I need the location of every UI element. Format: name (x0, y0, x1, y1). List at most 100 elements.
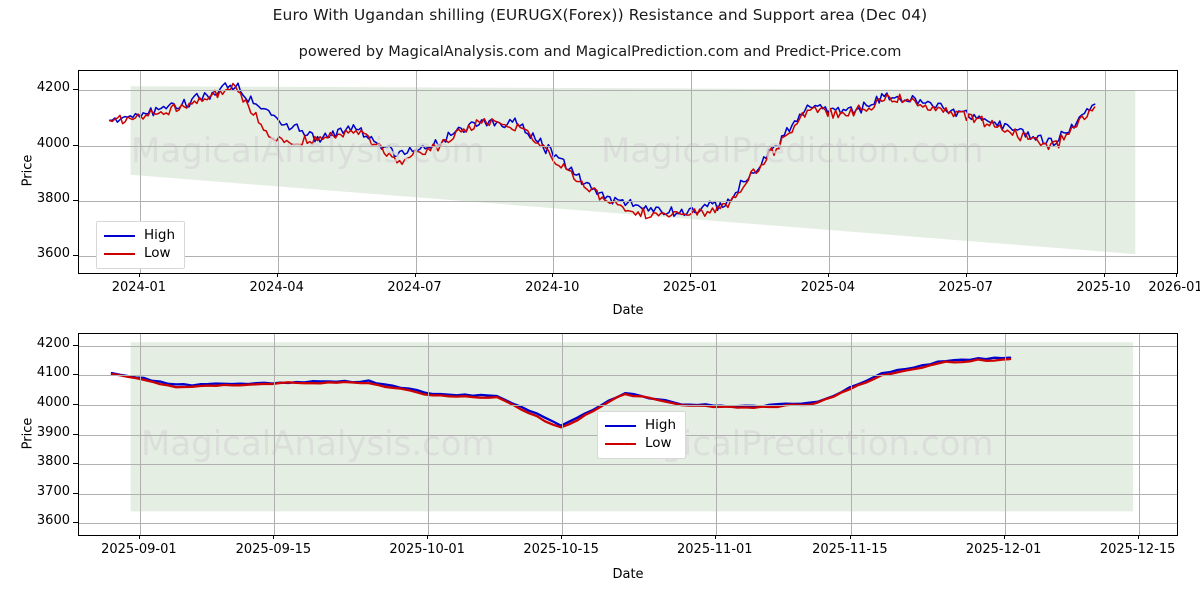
gridline-horizontal (79, 523, 1177, 525)
y-tick-mark (73, 522, 78, 524)
x-tick-mark (427, 534, 429, 539)
x-tick-mark (273, 534, 275, 539)
legend-label-low: Low (144, 245, 171, 262)
x-tick-label: 2025-09-15 (235, 542, 312, 557)
x-tick-mark (849, 534, 851, 539)
y-tick-mark (73, 255, 78, 257)
x-tick-mark (138, 534, 140, 539)
legend-label-high-bottom: High (645, 417, 677, 434)
legend-swatch-high-bottom (605, 425, 636, 427)
support-resistance-band-shape (130, 86, 1136, 255)
x-tick-mark (276, 272, 278, 277)
y-tick-label: 4200 (36, 80, 70, 96)
x-tick-label: 2025-11-01 (677, 542, 753, 557)
page-title: Euro With Ugandan shilling (EURUGX(Forex… (272, 6, 928, 24)
gridline-vertical (277, 71, 279, 273)
series-line-low (110, 84, 1095, 219)
gridline-vertical (850, 334, 852, 535)
x-tick-mark (1175, 272, 1177, 277)
legend-row-high[interactable]: High (104, 227, 175, 245)
y-tick-mark (73, 374, 78, 376)
gridline-horizontal (79, 404, 1177, 406)
x-tick-mark (414, 272, 416, 277)
y-tick-label: 3700 (36, 483, 70, 499)
x-tick-mark (1103, 272, 1105, 277)
gridline-vertical (1138, 334, 1140, 535)
series-line-low (112, 359, 1010, 427)
x-tick-label: 2025-04 (800, 280, 856, 295)
x-tick-mark (690, 272, 692, 277)
y-tick-label: 3600 (36, 513, 70, 529)
x-tick-label: 2025-12-15 (1099, 542, 1176, 557)
bottom-chart-x-axis-label: Date (612, 567, 644, 582)
y-tick-mark (73, 463, 78, 465)
gridline-vertical (966, 71, 968, 273)
y-tick-mark (73, 492, 78, 494)
gridline-vertical (562, 334, 564, 535)
x-tick-mark (561, 534, 563, 539)
x-tick-label: 2025-11-15 (812, 542, 888, 557)
gridline-horizontal (79, 145, 1177, 147)
y-tick-mark (73, 344, 78, 346)
gridline-horizontal (79, 90, 1177, 92)
gridline-horizontal (79, 201, 1177, 203)
y-tick-label: 3600 (36, 246, 70, 262)
y-tick-mark (73, 403, 78, 405)
y-tick-label: 4100 (36, 365, 70, 381)
legend-label-low-bottom: Low (645, 435, 672, 452)
gridline-vertical (553, 71, 555, 273)
gridline-vertical (715, 334, 717, 535)
legend-swatch-low (104, 253, 135, 255)
y-tick-label: 4000 (36, 394, 70, 410)
top-chart-series-svg (79, 71, 1136, 255)
x-tick-mark (965, 272, 967, 277)
x-tick-label: 2024-07 (387, 280, 442, 295)
y-tick-label: 3900 (36, 424, 70, 440)
x-tick-label: 2024-04 (249, 280, 304, 295)
y-tick-mark (73, 89, 78, 91)
gridline-vertical (1176, 71, 1177, 273)
gridline-vertical (274, 334, 276, 535)
top-chart-plot-area: MagicalAnalysis.com MagicalPrediction.co… (78, 70, 1178, 274)
gridline-vertical (828, 71, 830, 273)
y-tick-mark (73, 433, 78, 435)
x-tick-mark (714, 534, 716, 539)
gridline-horizontal (79, 345, 1177, 347)
gridline-vertical (1004, 334, 1006, 535)
x-tick-label: 2025-10-01 (389, 542, 465, 557)
gridline-horizontal (79, 493, 1177, 495)
page-subtitle: powered by MagicalAnalysis.com and Magic… (298, 44, 902, 60)
gridline-horizontal (79, 464, 1177, 466)
gridline-vertical (691, 71, 693, 273)
y-tick-mark (73, 200, 78, 202)
x-tick-mark (138, 272, 140, 277)
gridline-vertical (139, 334, 141, 535)
x-tick-label: 2024-10 (525, 280, 580, 295)
gridline-horizontal (79, 256, 1177, 258)
top-chart-legend[interactable]: High Low (96, 221, 186, 269)
x-tick-label: 2025-10-15 (523, 542, 599, 557)
x-tick-mark (1003, 534, 1005, 539)
legend-row-low-bottom[interactable]: Low (605, 435, 676, 453)
x-tick-label: 2025-12-01 (965, 542, 1042, 557)
legend-row-high-bottom[interactable]: High (605, 417, 676, 435)
top-chart-x-axis-label: Date (612, 303, 644, 318)
y-tick-label: 3800 (36, 454, 70, 470)
gridline-vertical (139, 71, 141, 273)
x-tick-label: 2026-01 (1148, 280, 1200, 295)
x-tick-mark (827, 272, 829, 277)
legend-swatch-high (104, 235, 135, 237)
gridline-horizontal (79, 375, 1177, 377)
gridline-vertical (1104, 71, 1106, 273)
gridline-vertical (415, 71, 417, 273)
y-tick-label: 3800 (36, 191, 70, 207)
gridline-vertical (428, 334, 430, 535)
bottom-chart-legend[interactable]: High Low (597, 411, 687, 459)
x-tick-mark (1137, 534, 1139, 539)
x-tick-mark (552, 272, 554, 277)
y-tick-mark (73, 144, 78, 146)
x-tick-label: 2025-01 (662, 280, 718, 295)
legend-label-high: High (144, 227, 176, 244)
legend-row-low[interactable]: Low (104, 245, 175, 263)
